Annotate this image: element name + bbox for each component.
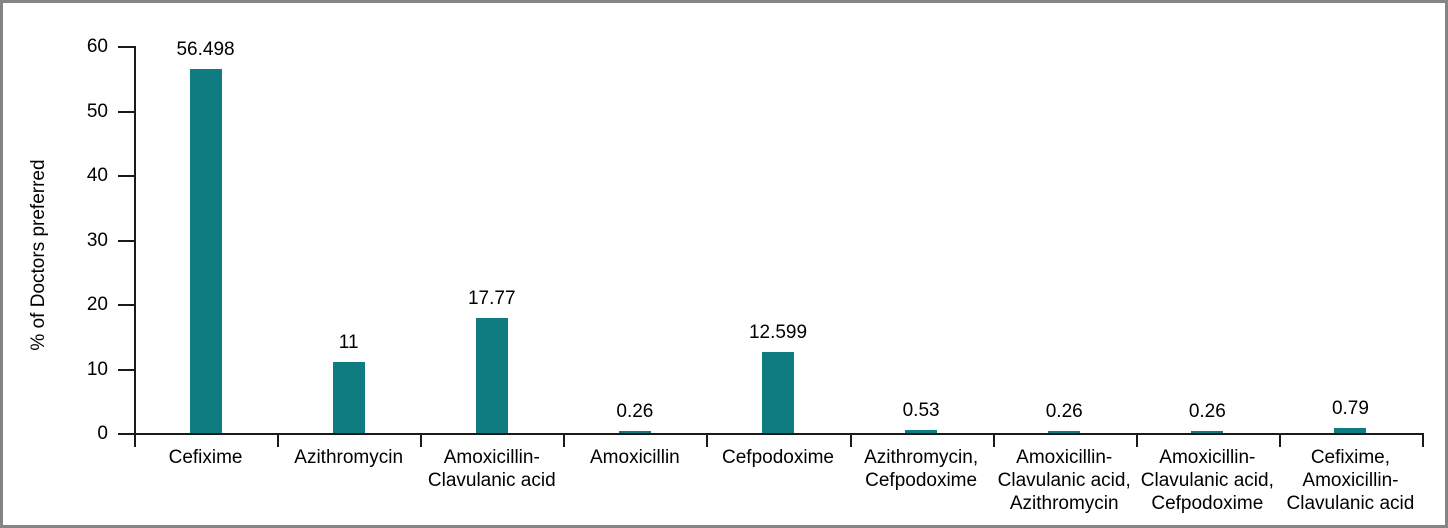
x-axis-category-label: Amoxicillin- Clavulanic acid xyxy=(427,447,556,491)
x-axis-category-label: Amoxicillin xyxy=(590,447,680,468)
bar xyxy=(332,362,365,433)
y-axis-tick xyxy=(118,46,134,48)
x-axis-tick xyxy=(1278,433,1281,447)
x-axis-tick xyxy=(992,433,995,447)
bar xyxy=(618,431,651,433)
x-axis-tick xyxy=(706,433,709,447)
x-axis-category-label: Amoxicillin- Clavulanic acid, Cefpodoxim… xyxy=(1140,447,1274,514)
y-axis-tick xyxy=(118,175,134,177)
x-axis-line xyxy=(134,433,1424,435)
bar xyxy=(905,429,938,433)
x-axis-tick xyxy=(1422,433,1424,447)
bar-value-label: 11 xyxy=(338,332,359,354)
x-axis-category-label: Azithromycin xyxy=(294,447,404,468)
y-axis-title: % of Doctors preferred xyxy=(28,159,49,351)
y-axis-tick-label: 60 xyxy=(86,36,108,57)
x-axis-tick xyxy=(563,433,566,447)
bar xyxy=(475,318,508,433)
x-axis-category-label: Amoxicillin- Clavulanic acid, Azithromyc… xyxy=(997,447,1131,514)
y-axis-tick xyxy=(118,110,134,113)
bar xyxy=(1191,431,1224,433)
x-axis-category-label: Cefixime, Amoxicillin- Clavulanic acid xyxy=(1286,447,1415,514)
y-axis-tick-label: 30 xyxy=(86,229,108,251)
bar-value-label: 0.53 xyxy=(902,399,940,421)
y-axis-tick-label: 10 xyxy=(86,358,108,380)
bar-value-label: 56.498 xyxy=(176,38,235,60)
bar xyxy=(189,68,222,433)
y-axis-line xyxy=(134,46,136,433)
x-axis-tick xyxy=(849,433,852,447)
x-axis-category-label: Cefixime xyxy=(168,447,243,468)
bar-value-label: 0.26 xyxy=(1045,401,1083,423)
y-axis-tick xyxy=(118,304,134,306)
bar-value-label: 0.79 xyxy=(1331,397,1369,419)
bar-value-label: 12.599 xyxy=(748,321,808,343)
x-axis-category-label: Azithromycin, Cefpodoxime xyxy=(864,447,979,491)
y-axis-tick-label: 50 xyxy=(86,100,108,122)
y-axis-tick-label: 0 xyxy=(97,423,108,444)
x-axis-tick xyxy=(420,433,423,447)
x-axis-tick xyxy=(277,433,280,447)
x-axis-tick xyxy=(134,433,136,447)
y-axis-tick-label: 20 xyxy=(86,294,108,315)
y-axis-tick xyxy=(118,433,134,435)
bar-value-label: 0.26 xyxy=(616,401,654,423)
bar xyxy=(1048,431,1081,433)
bar-value-label: 0.26 xyxy=(1188,401,1226,423)
x-axis-tick xyxy=(1135,433,1138,447)
x-axis-category-label: Cefpodoxime xyxy=(722,447,834,468)
bar xyxy=(1334,427,1367,433)
y-axis-tick xyxy=(118,368,134,371)
y-axis-tick-label: 40 xyxy=(86,165,108,186)
bar xyxy=(762,351,794,433)
y-axis-tick xyxy=(118,239,134,242)
bar-value-label: 17.77 xyxy=(467,288,516,310)
